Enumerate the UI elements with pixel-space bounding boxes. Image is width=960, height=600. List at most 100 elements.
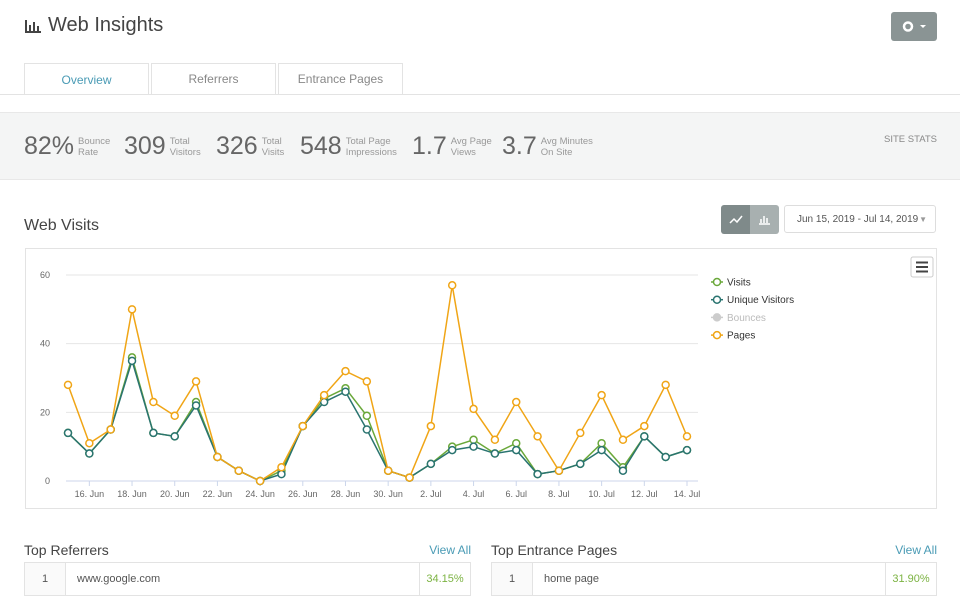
point	[191, 377, 201, 386]
point	[447, 445, 457, 455]
point	[191, 401, 201, 410]
point	[85, 449, 94, 458]
x-tick-label: 8. Jul	[548, 489, 570, 499]
line-toggle[interactable]	[721, 205, 750, 234]
point	[362, 425, 372, 434]
view-all-link[interactable]: View All	[895, 543, 937, 557]
point	[511, 445, 521, 455]
point	[661, 452, 670, 462]
legend-item[interactable]: Bounces	[711, 313, 766, 324]
point	[277, 469, 286, 479]
page-title: Web Insights	[48, 14, 164, 36]
point	[127, 356, 137, 366]
point	[576, 428, 585, 438]
page: home page	[544, 573, 600, 585]
y-tick-label: 60	[40, 270, 50, 280]
legend-label: Pages	[727, 331, 755, 342]
x-tick-label: 28. Jun	[331, 489, 361, 499]
point	[405, 473, 414, 482]
legend-item[interactable]: Pages	[711, 331, 755, 342]
table-row: 1 home page 31.90%	[491, 562, 937, 596]
stat: 1.7 Avg Page Views	[412, 132, 492, 161]
legend-item[interactable]: Visits	[711, 278, 751, 289]
x-tick-label: 2. Jul	[420, 489, 442, 499]
point	[533, 469, 542, 479]
gear-icon	[902, 21, 926, 32]
view-all-link[interactable]: View All	[429, 543, 471, 557]
point	[511, 397, 521, 407]
tab[interactable]: Overview	[24, 63, 149, 95]
stats-caption: SITE STATS	[884, 134, 937, 145]
x-tick-label: 4. Jul	[463, 489, 485, 499]
section-title: Top Referrers	[24, 542, 109, 558]
point	[63, 428, 73, 438]
legend-marker	[712, 330, 722, 340]
x-tick-label: 12. Jul	[631, 489, 658, 499]
point	[426, 459, 436, 469]
stat-label-line: Avg Page	[450, 135, 492, 147]
bar-icon	[759, 216, 770, 225]
tab[interactable]: Entrance Pages	[278, 63, 403, 94]
point	[576, 459, 585, 469]
point	[127, 305, 137, 314]
point	[469, 404, 478, 414]
point	[490, 435, 500, 445]
stat-value: 3.7	[502, 132, 537, 160]
stat-label-line: Views	[450, 146, 476, 158]
section-title: Top Entrance Pages	[491, 542, 618, 558]
point	[149, 397, 158, 407]
x-tick-label: 14. Jul	[674, 489, 701, 499]
stat-value: 326	[216, 132, 258, 160]
legend-label: Bounces	[727, 313, 766, 324]
point	[554, 466, 564, 475]
stats-bar: 82% Bounce Rate 309 Total Visitors 326 Total Vis…	[0, 112, 960, 180]
stat-label-line: Total	[169, 135, 190, 147]
header: Web Insights	[24, 14, 163, 37]
x-tick-label: 20. Jun	[160, 489, 190, 499]
legend-label: Visits	[727, 278, 751, 289]
referrer: www.google.com	[77, 573, 161, 585]
stat-label-line: Rate	[78, 146, 99, 158]
point	[277, 463, 286, 472]
point	[383, 466, 393, 475]
stat-label: Bounce Rate	[78, 136, 110, 158]
rank: 1	[492, 563, 533, 595]
point	[362, 377, 372, 386]
point	[640, 421, 649, 431]
stat-label-line: Visitors	[169, 146, 201, 158]
point	[490, 449, 500, 458]
stat: 82% Bounce Rate	[24, 132, 110, 161]
x-tick-label: 10. Jul	[588, 489, 615, 499]
point	[447, 281, 457, 290]
bar-toggle[interactable]	[750, 205, 779, 234]
legend-item[interactable]: Unique Visitors	[711, 295, 794, 306]
legend-marker	[712, 277, 722, 287]
stat-label-line: Visits	[261, 146, 285, 158]
stat: 309 Total Visitors	[124, 132, 201, 161]
chart-icon	[25, 19, 41, 33]
point	[319, 390, 329, 400]
tab[interactable]: Referrers	[151, 63, 276, 94]
point	[341, 366, 350, 376]
stat-label-line: Total	[261, 135, 282, 147]
point	[298, 421, 308, 431]
percent: 34.15%	[419, 563, 470, 595]
point	[469, 442, 478, 451]
point	[618, 466, 628, 475]
point	[85, 438, 94, 448]
percent: 31.90%	[885, 563, 936, 595]
point	[149, 428, 158, 438]
menu-icon[interactable]	[910, 256, 934, 278]
stat-label: Avg Page Views	[451, 136, 492, 158]
point	[426, 421, 436, 431]
y-tick-label: 0	[45, 476, 50, 486]
series-line	[67, 358, 688, 482]
date-range: Jun 15, 2019 - Jul 14, 2019	[797, 213, 919, 225]
point	[640, 432, 649, 441]
point	[682, 445, 692, 455]
date-picker[interactable]: Jun 15, 2019 - Jul 14, 2019 ▼	[784, 205, 936, 233]
section-title: Web Visits	[24, 217, 99, 234]
rank: 1	[25, 563, 66, 595]
legend-label: Unique Visitors	[727, 295, 794, 306]
settings-button[interactable]	[891, 12, 937, 41]
